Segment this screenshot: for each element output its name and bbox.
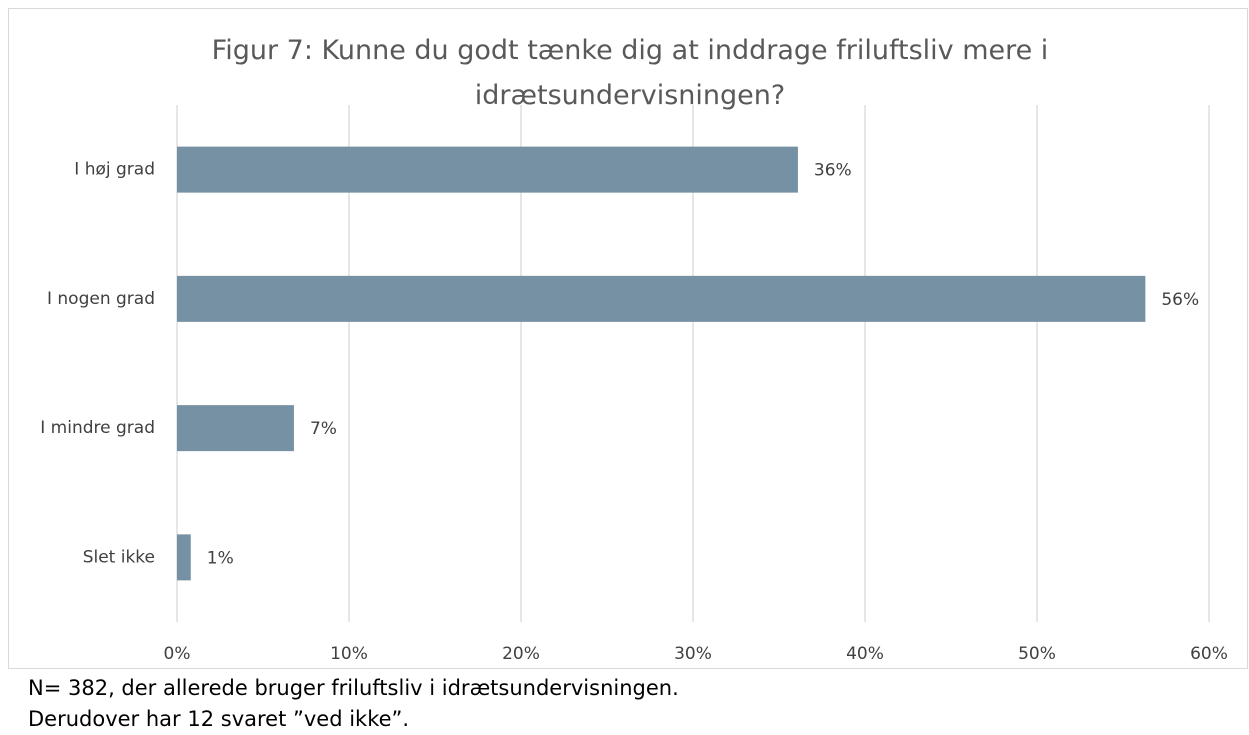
- chart-frame: [8, 8, 1248, 669]
- x-tick-label: 50%: [1018, 644, 1056, 664]
- x-tick-label: 20%: [502, 644, 540, 664]
- x-tick-label: 30%: [674, 644, 712, 664]
- data-label: 1%: [207, 548, 234, 568]
- footnote: N= 382, der allerede bruger friluftsliv …: [28, 673, 679, 735]
- y-tick-label: Slet ikke: [83, 547, 155, 567]
- bar: [177, 146, 798, 193]
- y-tick-label: I høj grad: [74, 160, 155, 180]
- footnote-line: Derudover har 12 svaret ”ved ikke”.: [28, 707, 410, 731]
- y-tick-label: I nogen grad: [47, 289, 155, 309]
- data-label: 56%: [1161, 290, 1199, 310]
- x-tick-label: 40%: [846, 644, 884, 664]
- data-label: 36%: [814, 161, 852, 181]
- x-tick-label: 60%: [1190, 644, 1228, 664]
- footnote-line: N= 382, der allerede bruger friluftsliv …: [28, 676, 679, 700]
- x-tick-label: 0%: [164, 644, 191, 664]
- y-tick-label: I mindre grad: [40, 418, 155, 438]
- data-label: 7%: [310, 419, 337, 439]
- x-tick-label: 10%: [330, 644, 368, 664]
- bar: [177, 275, 1146, 322]
- bar: [177, 534, 191, 581]
- chart-title: Figur 7: Kunne du godt tænke dig at indd…: [211, 35, 1049, 111]
- bar: [177, 405, 294, 452]
